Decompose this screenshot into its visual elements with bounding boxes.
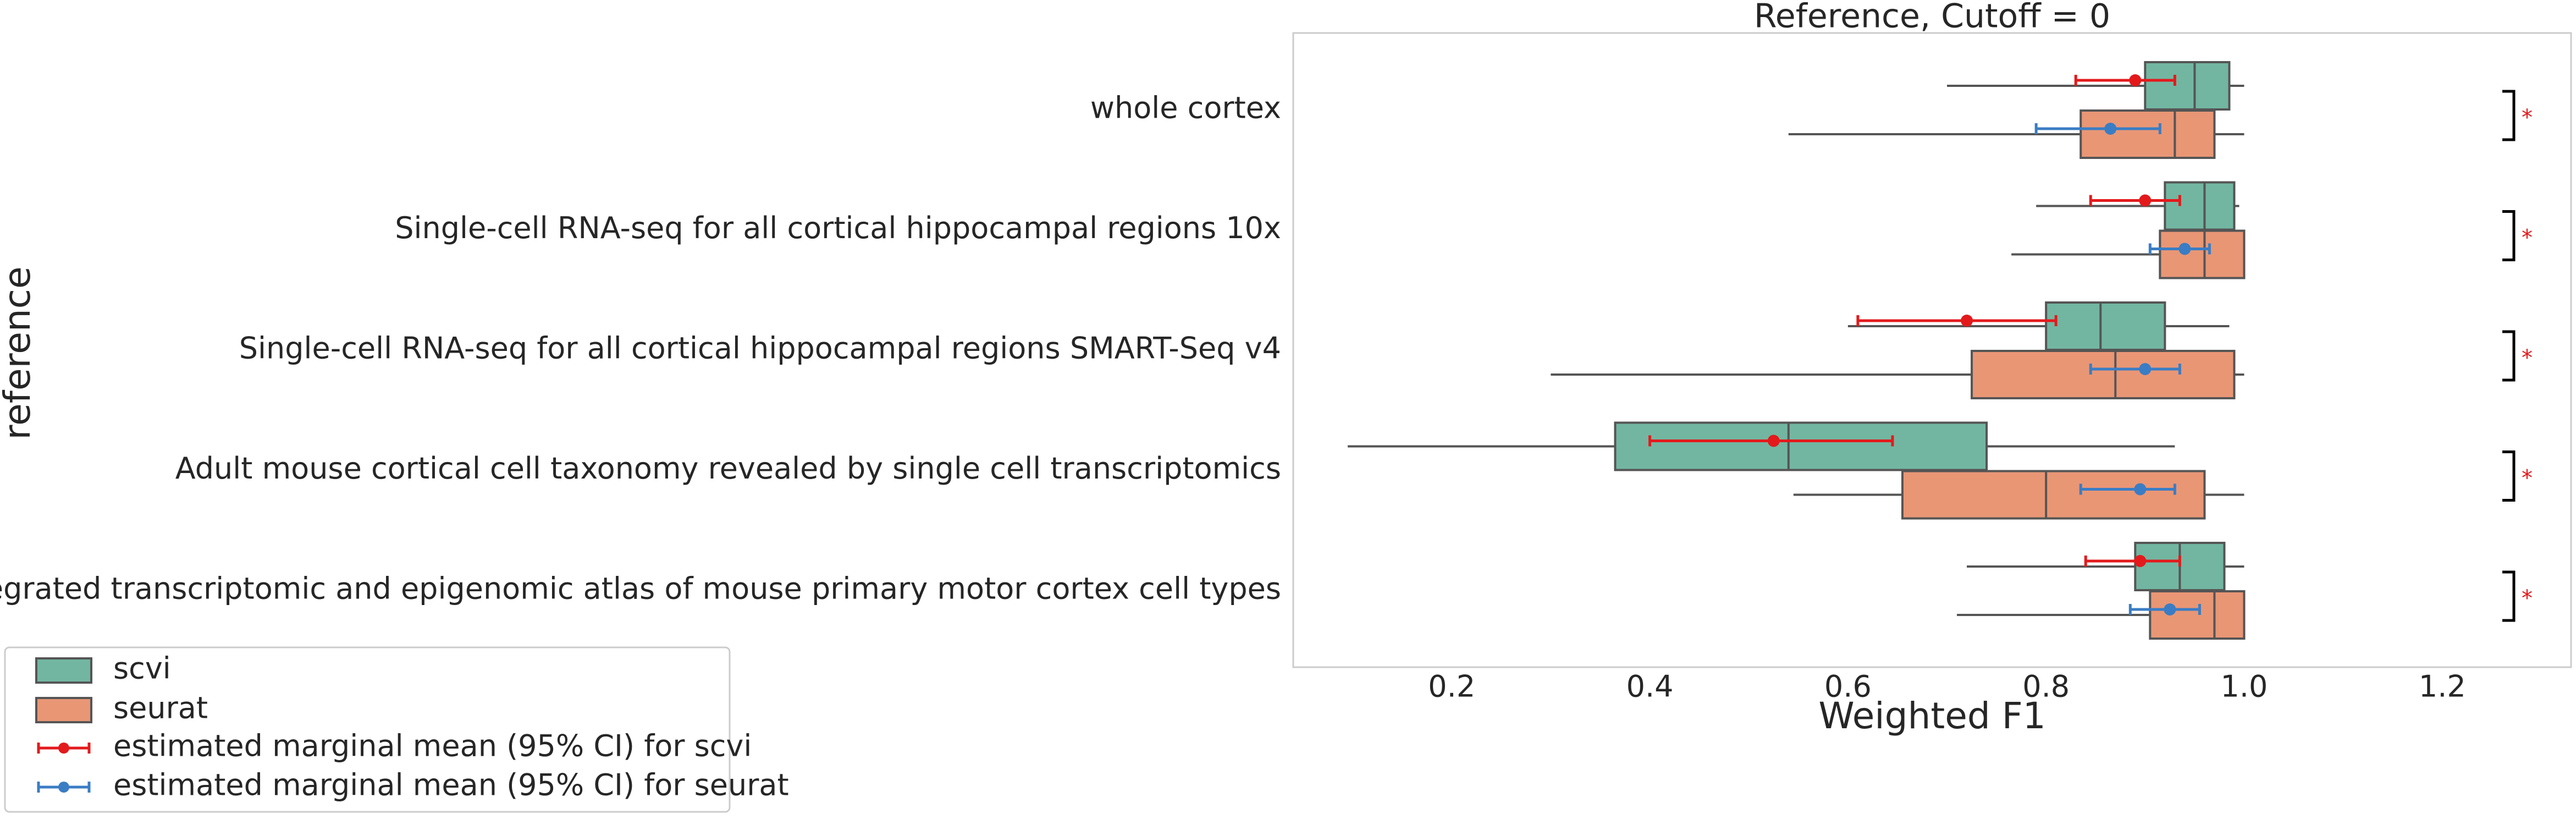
y-axis-label: reference [0,266,38,439]
significance-bracket [2502,330,2516,382]
x-tick-label: 1.0 [2221,669,2268,704]
category-label: Adult mouse cortical cell taxonomy revea… [175,451,1281,486]
mean-point [1767,435,1780,447]
mean-point [2134,483,2147,496]
legend-marker [58,743,69,754]
x-axis-label: Weighted F1 [1818,695,2045,737]
significance-bracket [2502,90,2516,141]
legend-label: scvi [113,651,171,686]
mean-point [2139,363,2152,375]
category-label: whole cortex [1090,91,1281,125]
x-tick-label: 0.6 [1824,669,1872,704]
box [2149,590,2246,640]
significance-label: * [2522,226,2533,251]
significance-bracket [2502,570,2516,622]
mean-point [2164,603,2176,615]
mean-point [2178,243,2191,255]
x-tick-label: 1.2 [2419,669,2466,704]
mean-point [2129,74,2142,86]
box [2164,181,2236,231]
x-tick-label: 0.4 [1626,669,1674,704]
box [2079,109,2216,159]
category-label: An integrated transcriptomic and epigeno… [0,571,1281,606]
significance-bracket [2502,450,2516,502]
legend [4,646,731,813]
box [2045,301,2166,351]
box [1614,421,1988,471]
plot-frame [1292,32,2572,668]
box [1971,350,2236,399]
x-tick-label: 0.2 [1428,669,1475,704]
significance-label: * [2522,345,2533,371]
box [2159,229,2246,279]
significance-label: * [2522,466,2533,491]
mean-point [2134,555,2147,567]
legend-label: estimated marginal mean (95% CI) for seu… [113,768,789,802]
legend-label: seurat [113,691,208,725]
mean-point [2139,194,2152,207]
mean-point [1961,315,1973,327]
legend-marker [58,782,69,793]
significance-label: * [2522,105,2533,130]
significance-label: * [2522,586,2533,611]
legend-swatch [35,697,92,723]
legend-label: estimated marginal mean (95% CI) for scv… [113,729,752,763]
x-tick-label: 0.8 [2022,669,2070,704]
category-label: Single-cell RNA-seq for all cortical hip… [239,331,1281,366]
category-label: Single-cell RNA-seq for all cortical hip… [395,211,1281,245]
legend-swatch [35,657,92,684]
significance-bracket [2502,210,2516,261]
box [2144,61,2231,111]
chart-title: Reference, Cutoff = 0 [1754,0,2110,36]
mean-point [2104,123,2117,135]
box [1901,470,2206,520]
